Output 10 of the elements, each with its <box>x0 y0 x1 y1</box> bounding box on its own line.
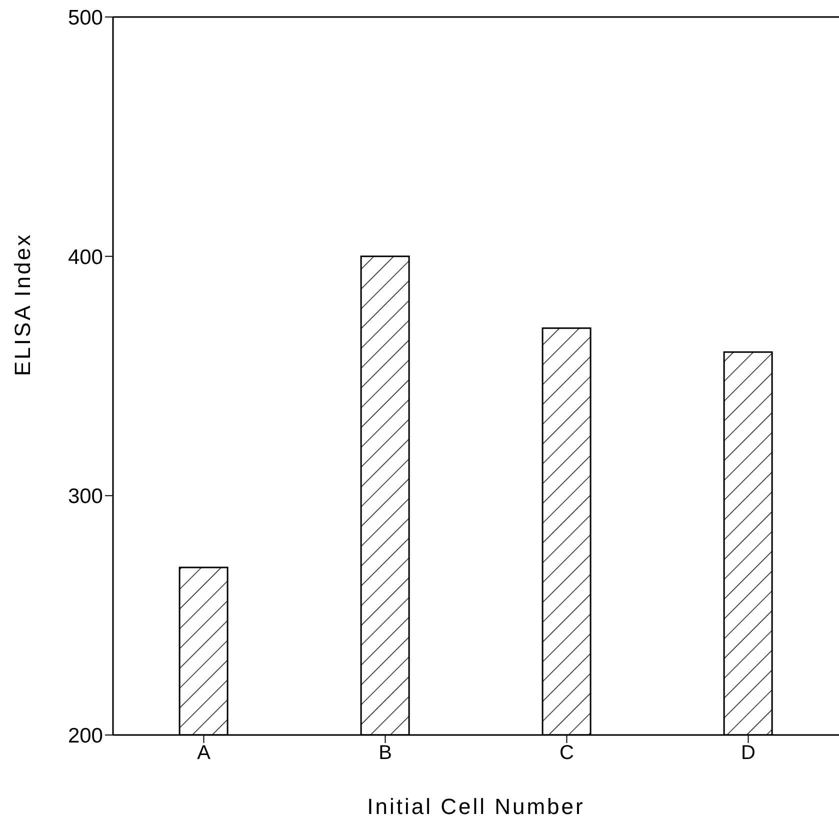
x-tick-label: A <box>197 742 212 764</box>
x-axis-title: Initial Cell Number <box>367 794 585 819</box>
y-tick-label: 300 <box>68 485 103 508</box>
y-tick-label: 500 <box>68 6 103 30</box>
x-tick-label: B <box>378 742 392 764</box>
y-axis-title: ELISA Index <box>10 232 35 376</box>
y-tick-label: 200 <box>68 724 103 748</box>
x-tick-label: C <box>560 742 574 764</box>
y-tick-label: 400 <box>68 246 103 269</box>
x-tick-label: D <box>741 742 756 764</box>
